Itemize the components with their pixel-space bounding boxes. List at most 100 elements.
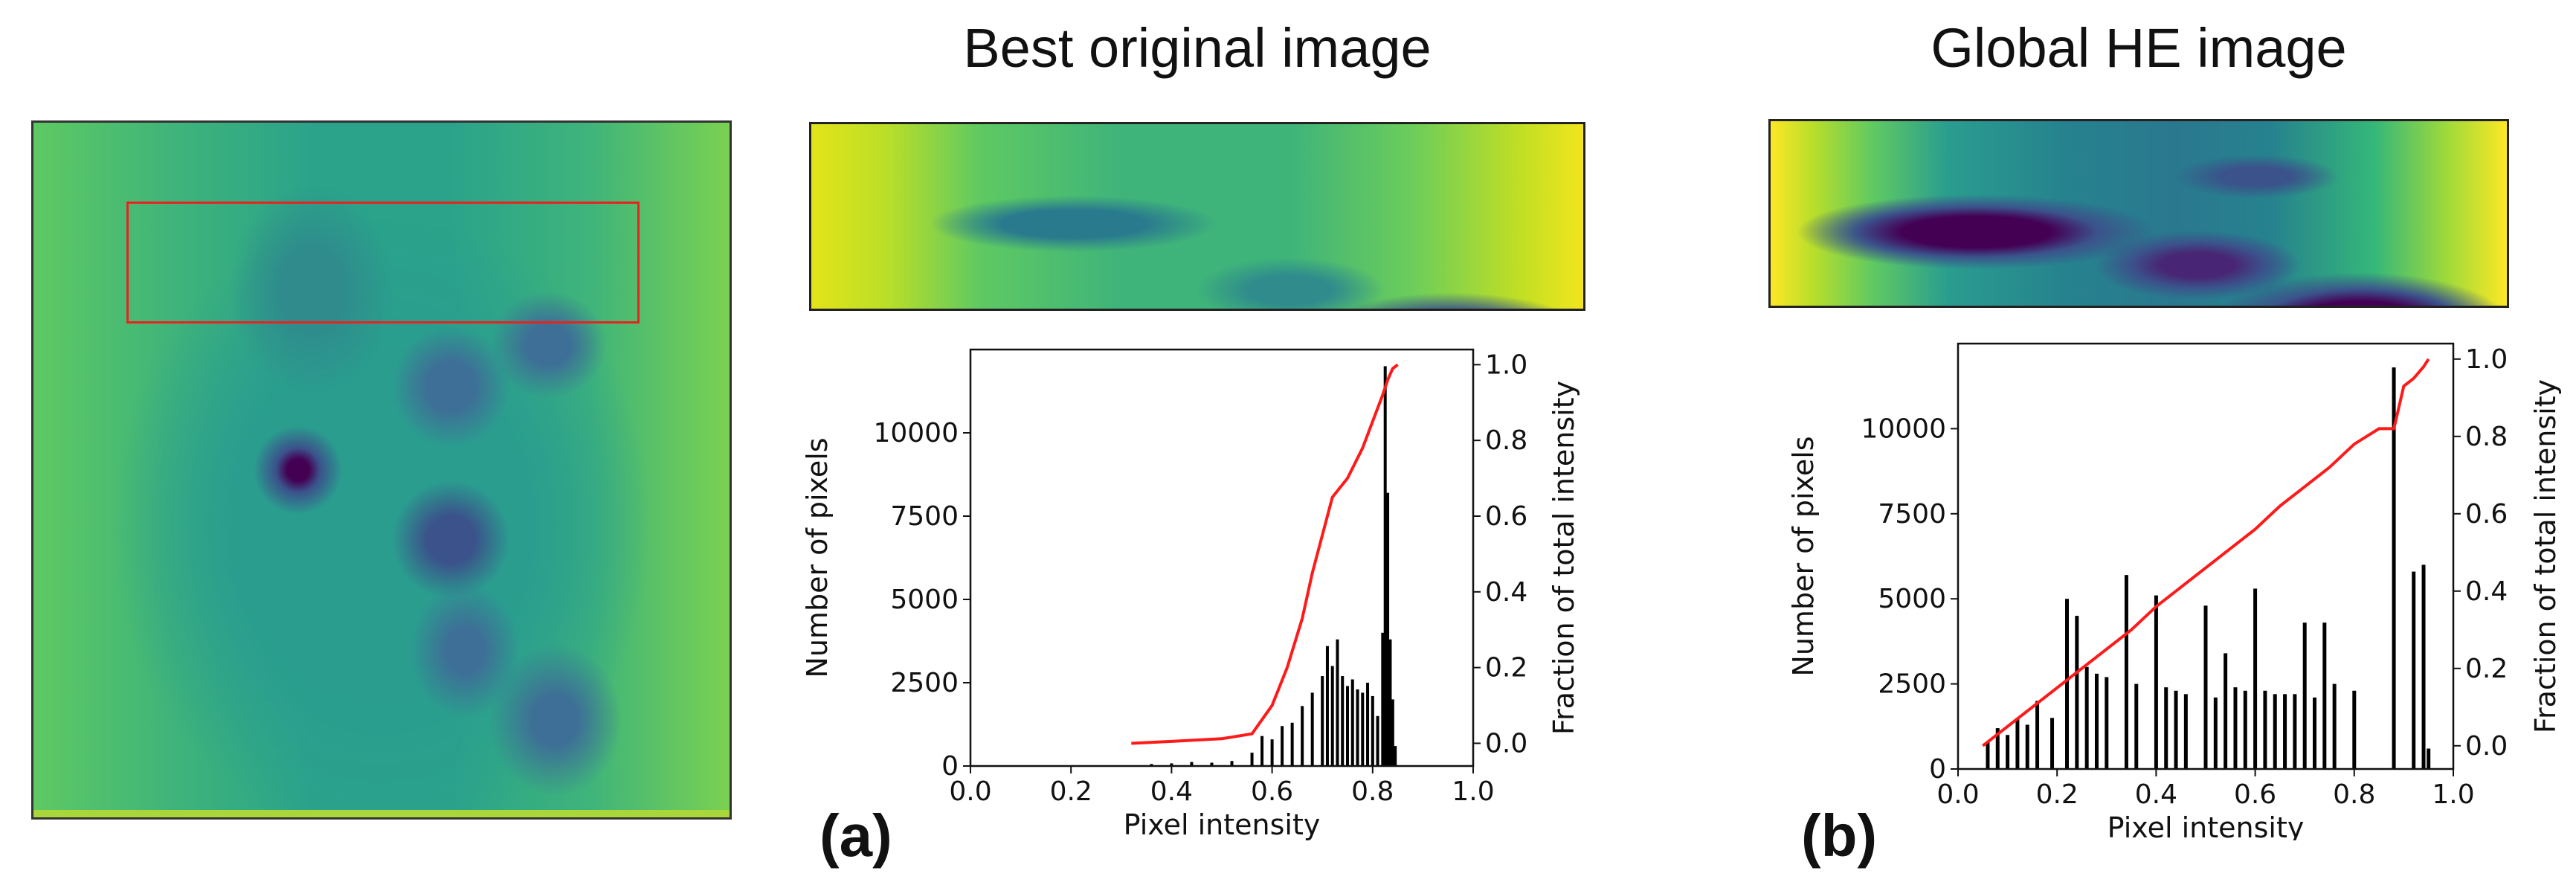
panel-label-b: (b) (1801, 802, 1878, 869)
x-tick-label: 0.8 (2333, 779, 2375, 810)
cumulative-line (1982, 358, 2430, 747)
histogram-bar (1310, 692, 1314, 766)
histogram-bar (2412, 571, 2416, 769)
histogram-bar (1995, 728, 2000, 769)
histogram-bar (1388, 639, 1392, 766)
histogram-bar (2313, 697, 2317, 769)
histogram-bar (2174, 690, 2178, 769)
roi-he-image (1768, 119, 2509, 308)
histogram-a: 0.0 0.2 0.4 0.6 0.8 1.0 0 2500 5000 7500 10000 0.0 0… (801, 348, 1580, 840)
x-tick-label: 0.2 (2036, 779, 2078, 810)
histogram-bar (1394, 746, 1397, 766)
histogram-bar (1383, 366, 1387, 766)
histogram-bar (1270, 739, 1274, 766)
y-tick-label: 0 (1929, 754, 1946, 785)
x-tick-label: 0.8 (1351, 776, 1394, 807)
y-axis-label: Number of pixels (801, 437, 834, 678)
histogram-bar (2224, 653, 2228, 769)
bottom-edge-strip (33, 810, 730, 817)
y-tick-label: 5000 (890, 585, 959, 615)
histogram-bar (2065, 599, 2070, 769)
histogram-bar (1190, 762, 1194, 766)
plot-frame (1957, 342, 2455, 770)
histogram-bar (1376, 715, 1379, 766)
histogram-bar (2352, 690, 2357, 769)
histogram-bar (1150, 764, 1153, 766)
histogram-bar (2322, 622, 2327, 769)
x-tick-label: 1.0 (1452, 776, 1494, 807)
histogram-bar (1250, 753, 1254, 766)
histogram-bar (1356, 689, 1359, 766)
y-tick-label: 0 (941, 751, 959, 782)
histogram-bar (2253, 588, 2258, 769)
histogram-bar (1341, 676, 1345, 766)
histogram-bar (2273, 694, 2277, 769)
y2-tick-label: 0.0 (2465, 731, 2508, 762)
y-tick-label: 10000 (1861, 413, 1946, 444)
histogram-bar (1230, 761, 1234, 766)
histogram-bar (2213, 697, 2218, 769)
histogram-bar (2427, 748, 2431, 769)
x-axis-label: Pixel intensity (2108, 811, 2305, 840)
y2-tick-label: 0.2 (1485, 653, 1527, 683)
x-tick-label: 1.0 (2432, 779, 2474, 810)
full-microscopy-image (31, 120, 732, 820)
title-b: Global HE image (1931, 17, 2347, 79)
y2-tick-label: 1.0 (2465, 344, 2508, 375)
histogram-bar (1346, 686, 1349, 766)
histogram-bar (2233, 687, 2238, 769)
y-tick-label: 5000 (1878, 584, 1946, 614)
x-tick-label: 0.0 (1936, 779, 1979, 810)
histogram-bar (2302, 622, 2307, 769)
histogram-bar (2025, 724, 2029, 769)
histogram-bar (2283, 694, 2287, 769)
histogram-bar (2293, 694, 2297, 769)
y2-axis-label: Fraction of total intensity (2529, 379, 2562, 733)
histogram-bar (1350, 679, 1354, 766)
y-tick-label: 2500 (890, 668, 959, 698)
histogram-bar (1330, 666, 1334, 766)
plot-frame (969, 348, 1475, 767)
histogram-bar (1210, 762, 1214, 766)
x-tick-label: 0.2 (1050, 776, 1092, 807)
y-axis-label: Number of pixels (1787, 436, 1820, 676)
x-tick-label: 0.4 (2135, 779, 2177, 810)
histogram-bar (1321, 676, 1324, 766)
histogram-bar (1325, 646, 1329, 766)
title-a: Best original image (963, 17, 1432, 79)
histogram-bar (2421, 564, 2426, 769)
histogram-bar (2015, 718, 2020, 769)
x-tick-label: 0.4 (1150, 776, 1193, 807)
x-tick-label: 0.6 (1251, 776, 1293, 807)
histogram-bar (2332, 683, 2337, 769)
histogram-bar (1986, 741, 1990, 769)
y2-axis-label: Fraction of total intensity (1548, 381, 1580, 735)
histogram-bar (1371, 695, 1374, 766)
histogram-b: 0.0 0.2 0.4 0.6 0.8 1.0 0 2500 5000 7500 10000 0.0 0… (1787, 342, 2562, 840)
histogram-bar (1366, 683, 1370, 766)
cumulative-line (1131, 363, 1399, 745)
y-tick-label: 7500 (1878, 499, 1946, 530)
y-tick-label: 7500 (890, 501, 959, 532)
histogram-bar (1386, 492, 1390, 766)
histogram-bar (2084, 666, 2089, 769)
y2-tick-label: 0.4 (2465, 576, 2508, 607)
x-tick-label: 0.0 (949, 776, 991, 807)
histogram-bar (1281, 726, 1284, 766)
y2-tick-label: 0.8 (2465, 422, 2508, 452)
histogram-bar (2035, 701, 2040, 769)
histogram-bar (1391, 699, 1394, 766)
y-tick-label: 2500 (1878, 669, 1946, 700)
panel-label-a: (a) (820, 802, 892, 869)
histogram-bar (2124, 575, 2128, 769)
histogram-bar (2050, 718, 2055, 769)
histogram-bar (1336, 639, 1339, 766)
x-axis-label: Pixel intensity (1124, 808, 1321, 840)
histogram-bar (2183, 694, 2188, 769)
y2-tick-label: 0.6 (2465, 499, 2508, 530)
histogram-bar (1301, 706, 1304, 766)
y2-tick-label: 0.6 (1485, 501, 1527, 532)
histogram-bar (2392, 367, 2396, 770)
roi-original-image (809, 122, 1585, 311)
histogram-bar (2203, 605, 2208, 769)
